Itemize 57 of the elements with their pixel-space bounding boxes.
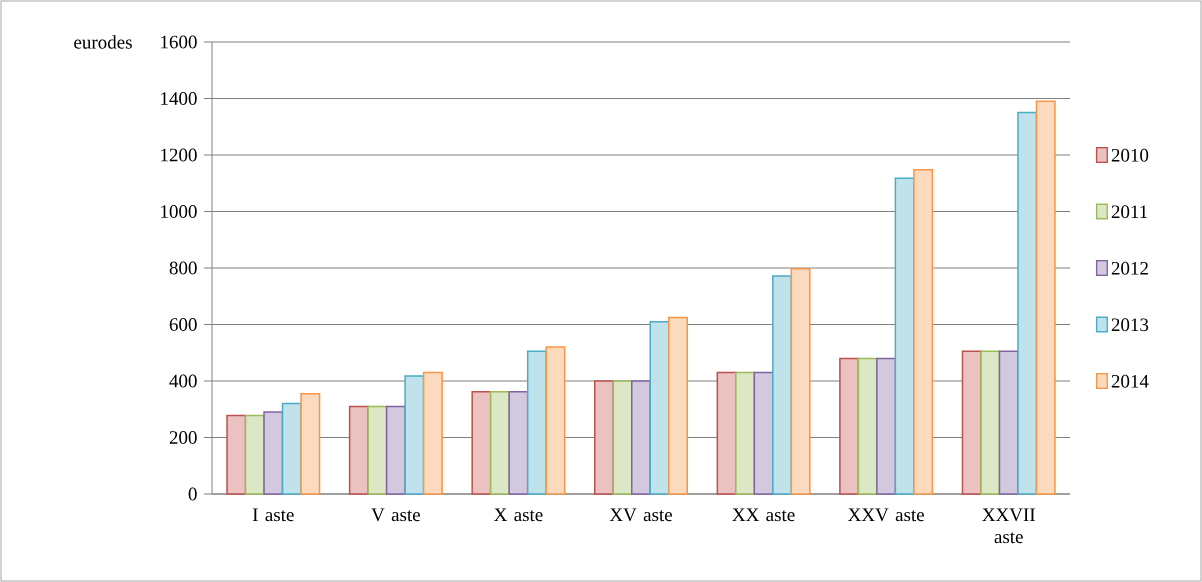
bar (790, 268, 811, 495)
y-axis-title: eurodes (74, 35, 132, 49)
bar (857, 357, 878, 495)
y-tick-label: 600 (169, 318, 197, 331)
bar (471, 390, 492, 495)
x-tick-label: XXV aste (848, 508, 924, 522)
legend-label: 2014 (1111, 374, 1149, 388)
bar (385, 405, 406, 495)
bar (716, 371, 737, 495)
legend-label: 2013 (1111, 318, 1149, 332)
y-tick-label: 800 (169, 261, 197, 275)
bar (668, 316, 688, 495)
y-tick-label: 1600 (161, 35, 197, 49)
bar (489, 390, 510, 495)
bar (281, 402, 302, 495)
x-tick-label: XV aste (609, 508, 672, 522)
y-tick-label: 1400 (161, 92, 197, 105)
legend-label: 2012 (1111, 261, 1148, 275)
x-tick-label: V aste (371, 508, 420, 522)
bar (612, 380, 633, 495)
bar (367, 405, 388, 495)
bar (772, 275, 793, 495)
bar (1035, 100, 1056, 495)
bar (894, 177, 915, 495)
bar (998, 350, 1019, 495)
bar (594, 380, 614, 495)
bar (753, 371, 774, 495)
bar (735, 371, 756, 495)
bar (300, 392, 321, 495)
bar (913, 168, 934, 495)
bar (348, 405, 369, 495)
bar (263, 411, 284, 495)
y-tick-label: 1000 (161, 205, 197, 218)
y-tick-label: 400 (169, 374, 197, 388)
bar (226, 414, 247, 495)
bar (631, 380, 651, 495)
bar (508, 390, 529, 495)
bar (1017, 111, 1038, 495)
legend-label: 2010 (1111, 148, 1149, 162)
bar (244, 414, 265, 495)
bar (404, 375, 425, 495)
bar (422, 371, 443, 495)
y-tick-label: 200 (169, 431, 197, 444)
bar (649, 320, 670, 495)
bar (526, 350, 547, 495)
x-tick-label: X aste (494, 508, 543, 522)
x-tick-label: I aste (252, 508, 294, 522)
bar (545, 346, 566, 495)
bar (980, 350, 1001, 495)
bar (961, 350, 982, 495)
bar (839, 357, 860, 495)
y-tick-label: 0 (188, 487, 197, 501)
y-tick-label: 1200 (161, 148, 197, 162)
bar (876, 357, 897, 495)
legend-label: 2011 (1111, 205, 1148, 219)
x-tick-label: XXVII aste (982, 508, 1035, 544)
x-tick-label: XX aste (732, 508, 795, 522)
